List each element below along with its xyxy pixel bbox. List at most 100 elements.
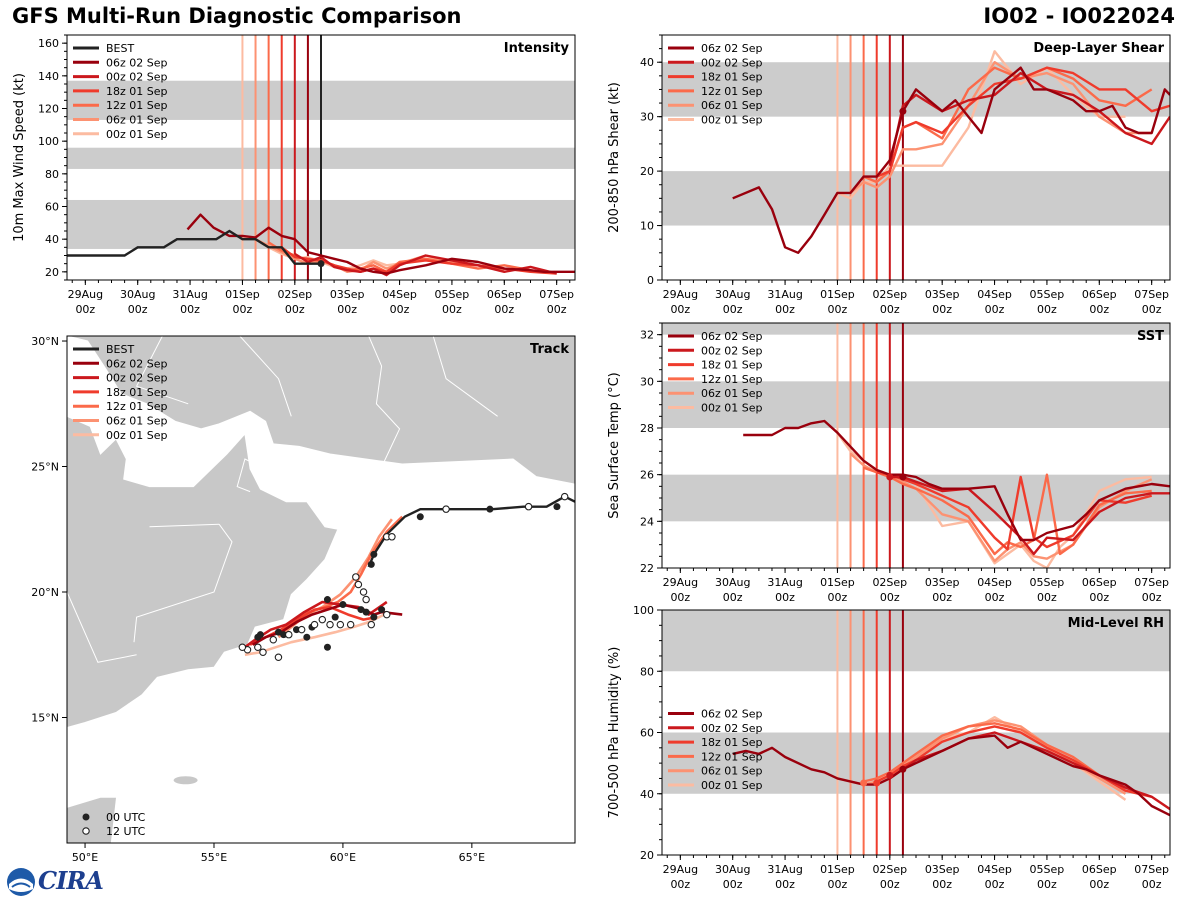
panel-title: Deep-Layer Shear <box>1033 41 1164 56</box>
point-12utc <box>318 615 327 624</box>
point-12utc <box>346 620 355 629</box>
x-tick-label: 01Sep <box>820 863 855 876</box>
y-tick-label: 40 <box>640 56 654 69</box>
x-tick-label: 00z <box>985 878 1005 891</box>
panel-title: Mid-Level RH <box>1068 616 1164 631</box>
x-tick-label: 02Sep <box>872 288 907 301</box>
legend-label: 00z 01 Sep <box>701 114 763 127</box>
country-border <box>432 336 498 417</box>
x-tick-label: 29Aug <box>663 576 698 589</box>
legend-label: 06z 01 Sep <box>106 114 168 127</box>
x-tick-label: 31Aug <box>767 576 802 589</box>
series-line <box>888 71 1170 166</box>
series-line <box>186 213 575 275</box>
legend-label: 06z 01 Sep <box>701 387 763 400</box>
point-12utc <box>259 648 267 656</box>
point-00utc <box>331 613 339 621</box>
land-socotra <box>173 776 198 785</box>
data-marker <box>317 260 325 268</box>
x-tick-label: 03Sep <box>330 288 365 301</box>
x-tick-label: 00z <box>723 591 743 604</box>
best-track-line <box>67 229 321 265</box>
x-tick-label: 05Sep <box>1030 576 1065 589</box>
x-tick-label: 06Sep <box>487 288 522 301</box>
point-12utc <box>310 620 319 629</box>
x-tick-label: 01Sep <box>225 288 260 301</box>
x-tick-label: 00z <box>670 878 690 891</box>
legend-label: 06z 01 Sep <box>106 415 168 428</box>
legend-label: 18z 01 Sep <box>701 736 763 749</box>
data-marker <box>886 473 894 481</box>
x-tick-label: 00z <box>1089 878 1109 891</box>
point-00utc <box>378 606 386 614</box>
plot-area <box>662 610 1170 855</box>
y-tick-label: 30 <box>640 111 654 124</box>
y-tick-label: 28 <box>640 422 654 435</box>
x-tick-label: 05Sep <box>435 288 470 301</box>
legend-label: 18z 01 Sep <box>701 359 763 372</box>
y-tick-label: 24 <box>640 515 654 528</box>
point-00utc <box>367 560 375 568</box>
x-tick-label: 00z <box>775 878 795 891</box>
legend-label: 06z 02 Sep <box>701 708 763 721</box>
x-tick-label: 02Sep <box>872 576 907 589</box>
series-line <box>889 475 1170 556</box>
x-tick-label: 30Aug <box>715 863 750 876</box>
y-tick-label: 140 <box>38 70 59 83</box>
y-tick-label: 40 <box>640 788 654 801</box>
point-12utc <box>383 610 391 619</box>
point-00utc <box>362 608 370 616</box>
y-tick-label: 25°N <box>31 461 59 474</box>
x-tick-label: 00z <box>442 303 462 316</box>
y-tick-label: 30 <box>640 375 654 388</box>
x-tick-label: 00z <box>828 303 848 316</box>
point-12utc <box>336 620 345 629</box>
x-tick-label: 00z <box>828 591 848 604</box>
x-tick-label: 65°E <box>459 851 485 864</box>
x-tick-label: 04Sep <box>382 288 417 301</box>
y-tick-label: 22 <box>640 562 654 575</box>
country-border <box>135 336 189 405</box>
point-00utc <box>416 513 424 521</box>
y-tick-label: 20°N <box>31 586 59 599</box>
x-tick-label: 00z <box>932 878 952 891</box>
panel-title: SST <box>1137 329 1164 344</box>
point-12utc <box>442 505 450 513</box>
y-tick-label: 0 <box>647 274 654 287</box>
plot-area <box>67 35 575 280</box>
point-00utc <box>370 613 378 621</box>
x-tick-label: 00z <box>880 303 900 316</box>
legend-marker-00utc <box>82 813 90 821</box>
x-tick-label: 00z <box>1142 878 1162 891</box>
x-tick-label: 01Sep <box>820 288 855 301</box>
x-tick-label: 29Aug <box>663 863 698 876</box>
x-tick-label: 00z <box>233 303 253 316</box>
panel-title: Intensity <box>504 41 570 56</box>
x-tick-label: 00z <box>1089 303 1109 316</box>
x-tick-label: 31Aug <box>767 288 802 301</box>
x-tick-label: 00z <box>775 591 795 604</box>
y-tick-label: 20 <box>45 266 59 279</box>
y-axis-label: 200-850 hPa Shear (kt) <box>607 82 622 233</box>
y-tick-label: 30°N <box>31 335 59 348</box>
point-00utc <box>339 601 347 609</box>
threshold-band <box>662 610 1170 672</box>
panel-deep-layer-shear: Deep-Layer Shear 0 10 20 30 40 200-850 hPa She… <box>607 34 1171 316</box>
x-tick-label: 04Sep <box>977 288 1012 301</box>
legend-label: 12z 01 Sep <box>701 373 763 386</box>
x-tick-label: 06Sep <box>1082 863 1117 876</box>
country-border <box>149 523 220 528</box>
x-tick-label: 31Aug <box>767 863 802 876</box>
y-axis-label: 700-500 hPa Humidity (%) <box>607 647 622 819</box>
series-line <box>743 419 1170 542</box>
data-marker <box>860 779 868 787</box>
land-arabia <box>67 415 339 729</box>
x-tick-label: 06Sep <box>1082 288 1117 301</box>
x-tick-label: 00z <box>828 878 848 891</box>
plot-area <box>662 323 1170 568</box>
legend-label: 18z 01 Sep <box>106 386 168 399</box>
x-tick-label: 00z <box>670 303 690 316</box>
